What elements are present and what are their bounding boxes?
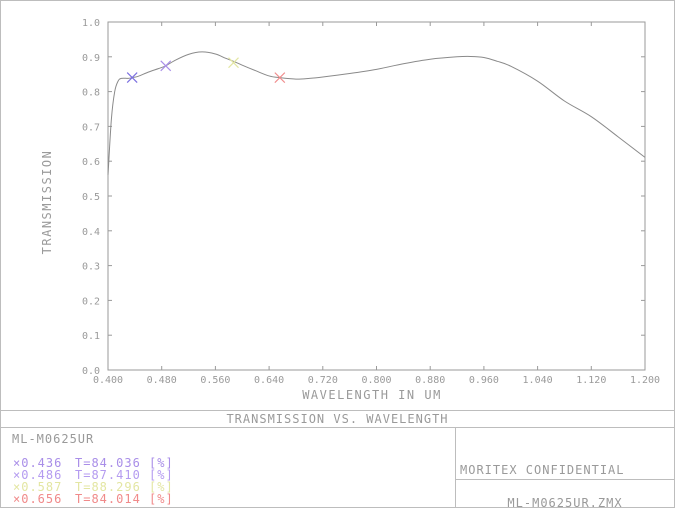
- y-tick-label: 0.7: [82, 122, 100, 133]
- wavelength-marker: [160, 60, 172, 72]
- legend-transmission: T=88.296 [%]: [75, 480, 174, 494]
- legend-transmission: T=84.014 [%]: [75, 492, 174, 506]
- wavelength-marker: [274, 72, 286, 84]
- legend-wavelength: ×0.656: [13, 492, 63, 506]
- transmission-curve: [107, 51, 646, 176]
- footer-filename-panel: ML-M0625UR.ZMX: [455, 479, 675, 510]
- x-tick-label: 1.200: [630, 375, 660, 386]
- y-tick-label: 0.4: [82, 227, 100, 238]
- legend-row-3: ×0.587 T=88.296 [%]: [13, 480, 174, 494]
- legend-transmission: T=84.036 [%]: [75, 456, 174, 470]
- legend-row-2: ×0.486 T=87.410 [%]: [13, 468, 174, 482]
- y-tick-label: 0.1: [82, 331, 100, 342]
- legend-wavelength: ×0.587: [13, 480, 63, 494]
- wavelength-marker: [228, 57, 239, 69]
- y-tick-label: 0.2: [82, 296, 100, 307]
- x-tick-label: 1.120: [576, 375, 606, 386]
- legend-transmission: T=87.410 [%]: [75, 468, 174, 482]
- y-tick-label: 0.9: [82, 53, 100, 64]
- y-tick-label: 0.6: [82, 157, 100, 168]
- y-tick-label: 0.0: [82, 366, 100, 377]
- legend-row-1: ×0.436 T=84.036 [%]: [13, 456, 174, 470]
- footer-title-bar: TRANSMISSION VS. WAVELENGTH: [0, 410, 675, 428]
- x-tick-label: 0.640: [254, 375, 284, 386]
- x-axis-label: WAVELENGTH IN UM: [302, 388, 442, 402]
- footer-title: TRANSMISSION VS. WAVELENGTH: [226, 412, 449, 426]
- legend-wavelength: ×0.486: [13, 468, 63, 482]
- x-tick-label: 1.040: [523, 375, 553, 386]
- plot-area-border: [107, 21, 646, 371]
- legend-wavelength: ×0.436: [13, 456, 63, 470]
- x-tick-label: 0.400: [93, 375, 123, 386]
- x-tick-label: 0.960: [469, 375, 499, 386]
- x-tick-label: 0.720: [308, 375, 338, 386]
- x-tick-label: 0.880: [415, 375, 445, 386]
- confidential-text: MORITEX CONFIDENTIAL: [460, 463, 625, 477]
- y-tick-label: 1.0: [82, 18, 100, 29]
- y-tick-label: 0.5: [82, 192, 100, 203]
- lens-name: ML-M0625UR: [12, 432, 95, 446]
- x-tick-label: 0.800: [361, 375, 391, 386]
- footer-confidential-panel: MORITEX CONFIDENTIAL: [455, 427, 675, 480]
- x-tick-label: 0.480: [147, 375, 177, 386]
- y-tick-label: 0.3: [82, 262, 100, 273]
- y-axis-label: TRANSMISSION: [40, 150, 54, 255]
- filename-text: ML-M0625UR.ZMX: [507, 496, 623, 510]
- y-tick-label: 0.8: [82, 88, 100, 99]
- x-tick-label: 0.560: [200, 375, 230, 386]
- wavelength-marker: [126, 72, 138, 83]
- legend-row-4: ×0.656 T=84.014 [%]: [13, 492, 174, 506]
